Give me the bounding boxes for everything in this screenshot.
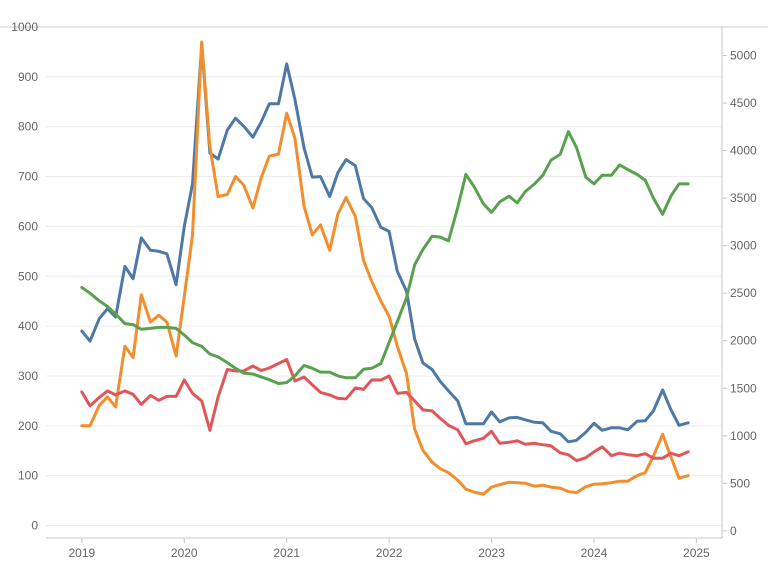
- x-tick-label: 2022: [376, 546, 403, 560]
- right-y-tick-label: 2000: [730, 334, 757, 348]
- x-tick-label: 2021: [273, 546, 300, 560]
- right-y-tick-label: 2500: [730, 286, 757, 300]
- left-y-tick-label: 900: [18, 70, 38, 84]
- left-y-tick-label: 0: [31, 519, 38, 533]
- right-y-axis-ticks: 0 500 1000 1500 2000 2500 3000 3500 4000 4500 5000: [722, 49, 757, 538]
- left-y-tick-label: 100: [18, 469, 38, 483]
- right-y-tick-label: 3000: [730, 239, 757, 253]
- right-y-tick-label: 500: [730, 476, 750, 490]
- x-tick-label: 2025: [683, 546, 710, 560]
- series-line-1: [80, 42, 690, 444]
- left-y-tick-label: 700: [18, 170, 38, 184]
- x-axis-ticks: 2019 2020 2021 2022 2023 2024 2025: [68, 538, 710, 560]
- right-y-tick-label: 3500: [730, 191, 757, 205]
- right-y-tick-label: 1500: [730, 381, 757, 395]
- x-tick-label: 2023: [478, 546, 505, 560]
- right-y-tick-label: 1000: [730, 429, 757, 443]
- axes: [0, 26, 768, 539]
- left-y-tick-label: 1000: [11, 20, 38, 34]
- right-y-tick-label: 4000: [730, 144, 757, 158]
- left-y-axis-ticks: 0 100 200 300 400 500 600 700 800 900 1000: [11, 20, 38, 533]
- x-tick-label: 2024: [581, 546, 608, 560]
- left-y-tick-label: 500: [18, 269, 38, 283]
- x-tick-label: 2020: [171, 546, 198, 560]
- left-y-tick-label: 300: [18, 369, 38, 383]
- series-lines: [80, 40, 690, 496]
- left-y-tick-label: 400: [18, 319, 38, 333]
- left-y-tick-label: 800: [18, 120, 38, 134]
- series-line-2: [80, 40, 690, 496]
- left-y-tick-label: 200: [18, 419, 38, 433]
- grid-lines: [46, 26, 722, 527]
- series-line-4: [80, 130, 690, 385]
- x-tick-label: 2019: [68, 546, 95, 560]
- right-y-tick-label: 5000: [730, 49, 757, 63]
- series-line-3: [80, 358, 690, 463]
- right-y-tick-label: 4500: [730, 96, 757, 110]
- right-y-tick-label: 0: [730, 524, 737, 538]
- left-y-tick-label: 600: [18, 219, 38, 233]
